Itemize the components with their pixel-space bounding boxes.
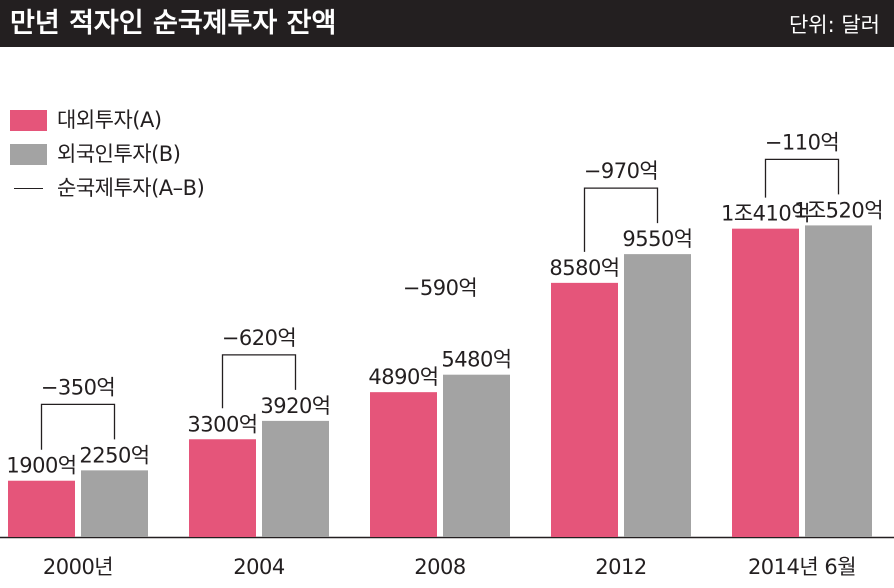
x-tick-label-3: 2012 — [595, 555, 646, 579]
legend: 대외투자(A) 외국인투자(B) 순국제투자(A–B) — [10, 103, 205, 205]
data-label-outward-3: 8580억 — [549, 256, 619, 280]
net-bracket-3 — [583, 187, 659, 252]
title-bar: 만년 적자인 순국제투자 잔액 단위: 달러 — [0, 0, 894, 47]
net-label-3: −970억 — [584, 159, 659, 183]
legend-label-net: 순국제투자(A–B) — [57, 176, 205, 200]
x-tick-label-1: 2004 — [233, 555, 285, 579]
bar-outward-4 — [732, 228, 799, 537]
net-label-1: −620억 — [222, 326, 297, 350]
data-label-outward-0: 1900억 — [6, 454, 76, 478]
legend-line-net — [14, 187, 43, 189]
data-label-inward-1: 3920억 — [260, 394, 330, 418]
legend-swatch-inward — [10, 143, 47, 165]
unit-label: 단위: 달러 — [788, 13, 880, 37]
legend-swatch-outward — [10, 109, 47, 131]
net-bracket-4 — [764, 158, 840, 198]
data-label-inward-4: 1조520억 — [794, 198, 883, 222]
data-label-inward-2: 5480억 — [441, 348, 511, 372]
x-tick-label-2: 2008 — [414, 555, 465, 579]
net-label-2: −590억 — [403, 276, 478, 300]
data-label-outward-1: 3300억 — [187, 412, 257, 436]
bar-inward-2 — [443, 374, 510, 537]
legend-item-inward: 외국인투자(B) — [10, 137, 204, 171]
legend-item-net: 순국제투자(A–B) — [10, 171, 205, 205]
bar-inward-0 — [81, 470, 148, 537]
bar-inward-3 — [624, 254, 691, 537]
bar-outward-2 — [370, 392, 437, 537]
data-label-outward-4: 1조410억 — [721, 202, 810, 226]
x-tick-label-4: 2014년 6월 — [748, 555, 856, 579]
legend-label-outward: 대외투자(A) — [57, 108, 162, 132]
legend-label-inward: 외국인투자(B) — [57, 142, 181, 166]
bar-outward-3 — [551, 282, 618, 537]
bar-outward-1 — [189, 439, 256, 537]
x-tick-label-0: 2000년 — [43, 555, 113, 579]
net-bracket-0 — [40, 403, 116, 450]
data-label-inward-0: 2250억 — [79, 443, 149, 467]
bar-outward-0 — [8, 480, 75, 537]
chart-title: 만년 적자인 순국제투자 잔액 — [10, 8, 337, 39]
data-label-inward-3: 9550억 — [622, 227, 692, 251]
net-label-0: −350억 — [41, 375, 116, 399]
bar-inward-4 — [805, 225, 872, 538]
net-label-4: −110억 — [765, 130, 840, 154]
net-bracket-1 — [221, 354, 297, 409]
data-label-outward-2: 4890억 — [368, 365, 438, 389]
legend-item-outward: 대외투자(A) — [10, 103, 204, 137]
bar-inward-1 — [262, 420, 329, 537]
